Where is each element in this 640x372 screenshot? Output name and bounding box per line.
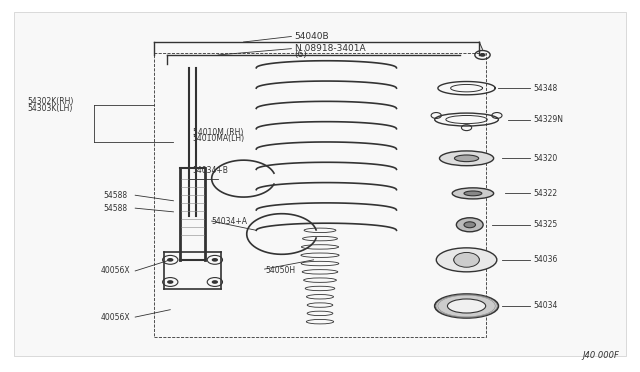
Ellipse shape bbox=[436, 248, 497, 272]
Circle shape bbox=[212, 280, 218, 284]
Text: 54034+B: 54034+B bbox=[193, 166, 228, 174]
Circle shape bbox=[167, 280, 173, 284]
Ellipse shape bbox=[464, 191, 482, 196]
Text: (6): (6) bbox=[294, 51, 307, 60]
Text: 40056X: 40056X bbox=[100, 266, 130, 275]
Ellipse shape bbox=[435, 294, 499, 318]
Circle shape bbox=[454, 253, 479, 267]
Circle shape bbox=[212, 258, 218, 262]
Text: 54010M (RH): 54010M (RH) bbox=[193, 128, 243, 137]
Text: 54588: 54588 bbox=[103, 191, 127, 200]
Text: 54050H: 54050H bbox=[266, 266, 296, 275]
Ellipse shape bbox=[440, 151, 493, 166]
Text: 54303K(LH): 54303K(LH) bbox=[27, 104, 72, 113]
Text: 54588: 54588 bbox=[103, 203, 127, 213]
Text: 54010MA(LH): 54010MA(LH) bbox=[193, 134, 244, 143]
Bar bbox=[154, 53, 486, 337]
Text: 54302K(RH): 54302K(RH) bbox=[27, 97, 73, 106]
Text: 54329N: 54329N bbox=[534, 115, 563, 124]
Text: 54034+A: 54034+A bbox=[212, 217, 248, 225]
Text: N 08918-3401A: N 08918-3401A bbox=[294, 44, 365, 53]
Ellipse shape bbox=[464, 222, 476, 228]
Ellipse shape bbox=[454, 155, 479, 161]
Text: 40056X: 40056X bbox=[100, 312, 130, 321]
Ellipse shape bbox=[447, 299, 486, 313]
Text: 54320: 54320 bbox=[534, 154, 557, 163]
Circle shape bbox=[479, 53, 486, 57]
Text: 54036: 54036 bbox=[534, 255, 558, 264]
Text: 54322: 54322 bbox=[534, 189, 557, 198]
Text: 54040B: 54040B bbox=[294, 32, 329, 41]
Text: 54325: 54325 bbox=[534, 220, 557, 229]
Text: 54034: 54034 bbox=[534, 301, 558, 311]
Ellipse shape bbox=[452, 188, 493, 199]
Circle shape bbox=[167, 258, 173, 262]
Text: 54348: 54348 bbox=[534, 84, 557, 93]
Ellipse shape bbox=[456, 218, 483, 232]
Text: J40 000F: J40 000F bbox=[582, 350, 620, 359]
